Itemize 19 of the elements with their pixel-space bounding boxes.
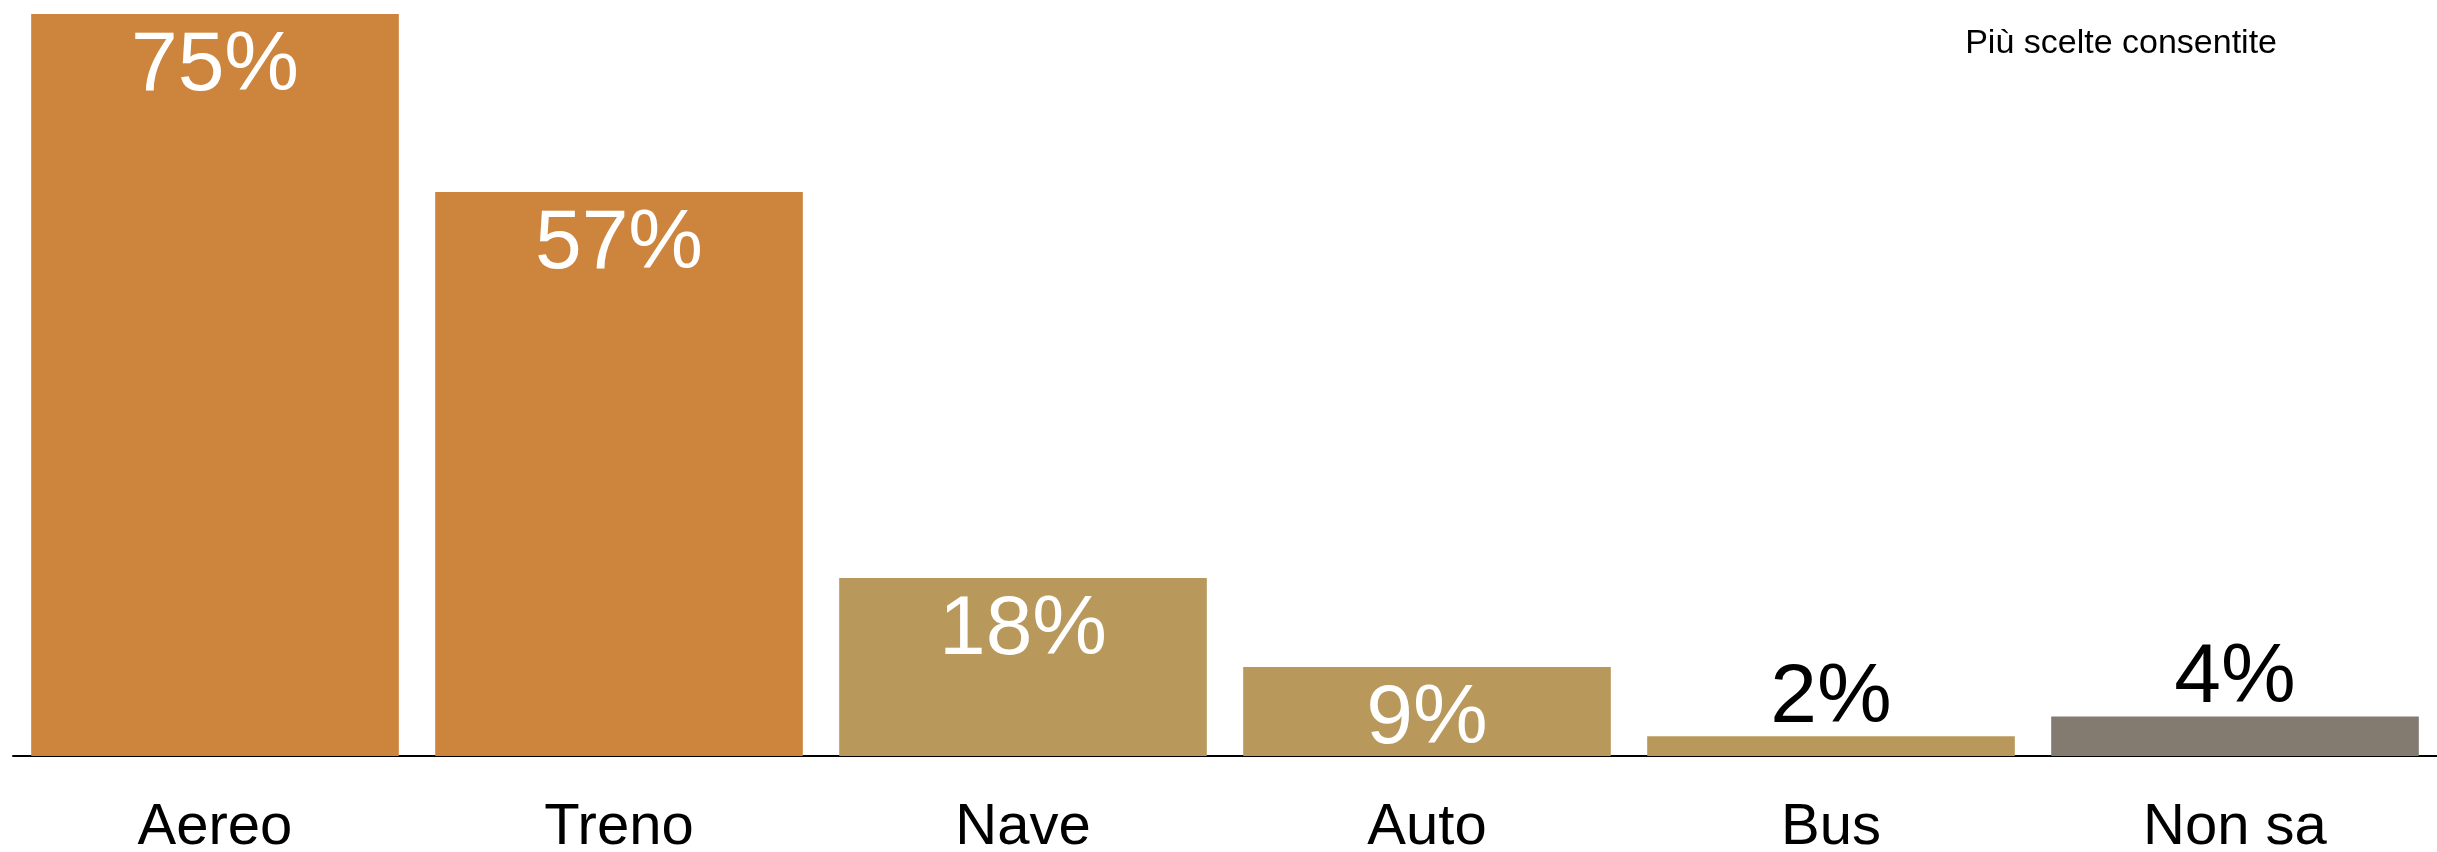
data-label: 2% — [1770, 646, 1892, 741]
x-tick-label: Non sa — [2143, 790, 2328, 852]
bar — [2051, 716, 2419, 756]
data-label: 4% — [2174, 626, 2296, 721]
x-tick-label: Bus — [1781, 790, 1881, 852]
data-label: 9% — [1366, 666, 1488, 761]
x-tick-label: Nave — [955, 790, 1091, 852]
annotation: Più scelte consentite — [1965, 22, 2277, 60]
bar — [435, 192, 803, 756]
x-tick-label: Aereo — [137, 790, 293, 852]
data-label: 75% — [130, 14, 300, 108]
bar — [1243, 666, 1611, 756]
bar — [1647, 736, 2015, 756]
x-tick-label: Auto — [1367, 790, 1487, 852]
data-label: 57% — [534, 192, 704, 287]
data-label: 18% — [938, 577, 1108, 672]
bar — [839, 577, 1207, 756]
bar — [31, 14, 399, 756]
x-tick-label: Treno — [544, 790, 694, 852]
